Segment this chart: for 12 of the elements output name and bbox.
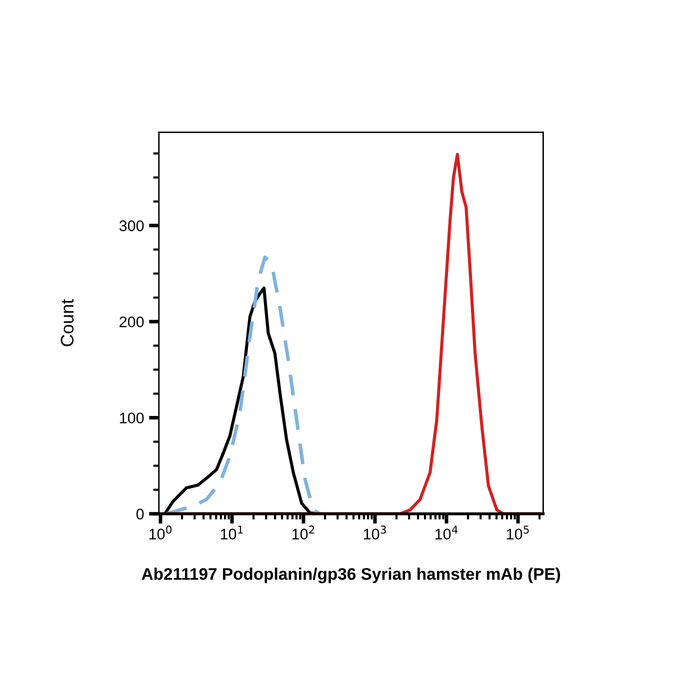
y-tick-label: 200 <box>120 316 144 328</box>
y-tick-label: 0 <box>136 508 144 520</box>
x-tick-label: 10$^{3}$ <box>364 526 386 540</box>
x-tick-label: 10$^{0}$ <box>149 526 172 540</box>
x-axis-title: Ab211197 Podoplanin/gp36 Syrian hamster mAb (PE) <box>142 568 560 584</box>
y-tick-label: 300 <box>119 220 144 232</box>
x-tick-label: 10$^{5}$ <box>506 526 529 540</box>
x-tick-label: 10$^{1}$ <box>220 526 243 540</box>
x-tick-label: 10$^{4}$ <box>435 526 458 540</box>
x-tick-label: 10$^{2}$ <box>292 526 314 540</box>
y-axis-title: Count <box>60 299 74 346</box>
y-tick-label: 100 <box>120 412 144 424</box>
